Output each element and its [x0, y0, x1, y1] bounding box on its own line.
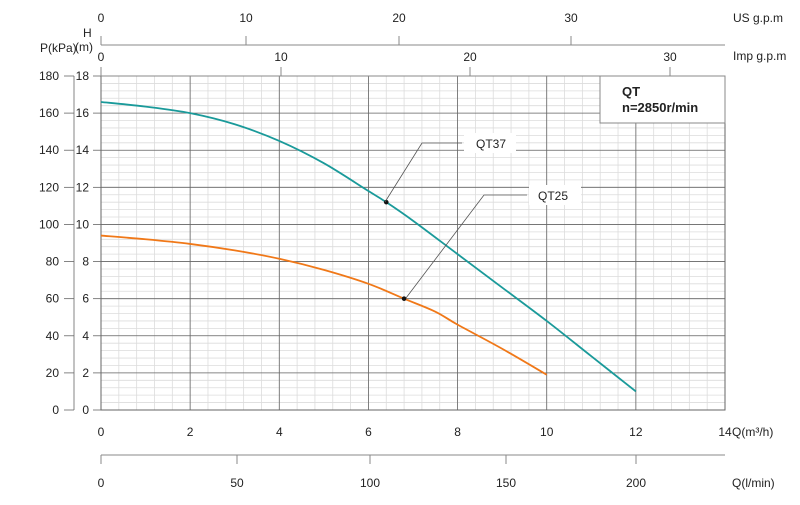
qt25-callout: QT25 — [405, 185, 581, 299]
x-tick-label: 14 — [718, 425, 732, 439]
x-tick-label: 8 — [454, 425, 461, 439]
imp-gpm-tick-label: 20 — [463, 50, 477, 64]
h-tick-label: 6 — [82, 292, 89, 306]
qt25-leader-line — [405, 194, 527, 299]
lmin-tick-label: 100 — [360, 476, 380, 490]
imp-gpm-tick-label: 0 — [98, 50, 105, 64]
h-tick-label: 4 — [82, 329, 89, 343]
imp-gpm-label: Imp g.p.m — [733, 49, 786, 63]
p-tick-label: 0 — [52, 403, 59, 417]
h-axis-label-line2: (m) — [75, 40, 93, 54]
p-tick-label: 80 — [46, 255, 60, 269]
qt37-marker-point — [383, 199, 389, 205]
x-tick-label: 0 — [98, 425, 105, 439]
p-tick-label: 120 — [39, 180, 59, 194]
h-tick-label: 0 — [82, 403, 89, 417]
p-tick-label: 100 — [39, 217, 59, 231]
us-gpm-tick-label: 0 — [98, 11, 105, 25]
x-tick-label: 4 — [276, 425, 283, 439]
h-tick-label: 12 — [76, 180, 90, 194]
h-tick-label: 8 — [82, 255, 89, 269]
qt25-marker-point — [401, 296, 407, 301]
info-speed: n=2850r/min — [622, 100, 698, 115]
qt37-callout: QT37 — [384, 133, 516, 203]
lmin-axis-label: Q(l/min) — [732, 476, 775, 490]
h-tick-label: 18 — [76, 69, 90, 83]
p-axis-label: P(kPa) — [40, 41, 77, 55]
p-tick-label: 60 — [46, 292, 60, 306]
us-gpm-label: US g.p.m — [733, 11, 783, 25]
us-gpm-tick-label: 20 — [392, 11, 406, 25]
axes: 0 2 4 6 8 10 12 1402468101214161802040608010012… — [39, 11, 732, 490]
lmin-tick-label: 200 — [626, 476, 646, 490]
p-tick-label: 20 — [46, 366, 60, 380]
x-tick-label: 12 — [629, 425, 643, 439]
x-tick-label: 6 — [365, 425, 372, 439]
h-tick-label: 2 — [82, 366, 89, 380]
p-tick-label: 180 — [39, 69, 59, 83]
grid — [100, 75, 726, 411]
lmin-tick-label: 50 — [230, 476, 244, 490]
lmin-tick-label: 0 — [98, 476, 105, 490]
h-tick-label: 16 — [76, 106, 90, 120]
qt25-curve — [100, 234, 548, 376]
info-model: QT — [622, 84, 640, 99]
lmin-tick-label: 150 — [496, 476, 516, 490]
us-gpm-tick-label: 30 — [564, 11, 578, 25]
h-axis-label-line1: H — [83, 26, 92, 40]
info-box: QT n=2850r/min — [599, 75, 726, 124]
imp-gpm-tick-label: 30 — [663, 50, 677, 64]
p-tick-label: 40 — [46, 329, 60, 343]
x-tick-label: 10 — [540, 425, 554, 439]
p-tick-label: 160 — [39, 106, 59, 120]
qt37-curve — [100, 101, 637, 393]
qt37-label: QT37 — [476, 137, 506, 151]
x-axis-label: Q(m³/h) — [732, 425, 773, 439]
p-tick-label: 140 — [39, 143, 59, 157]
plot-frame — [100, 75, 726, 411]
h-tick-label: 14 — [76, 143, 90, 157]
qt37-leader-line — [384, 142, 462, 203]
curves — [100, 101, 637, 393]
us-gpm-tick-label: 10 — [239, 11, 253, 25]
imp-gpm-tick-label: 10 — [274, 50, 288, 64]
x-tick-label: 2 — [187, 425, 194, 439]
qt25-label: QT25 — [538, 189, 568, 203]
h-tick-label: 10 — [76, 217, 90, 231]
